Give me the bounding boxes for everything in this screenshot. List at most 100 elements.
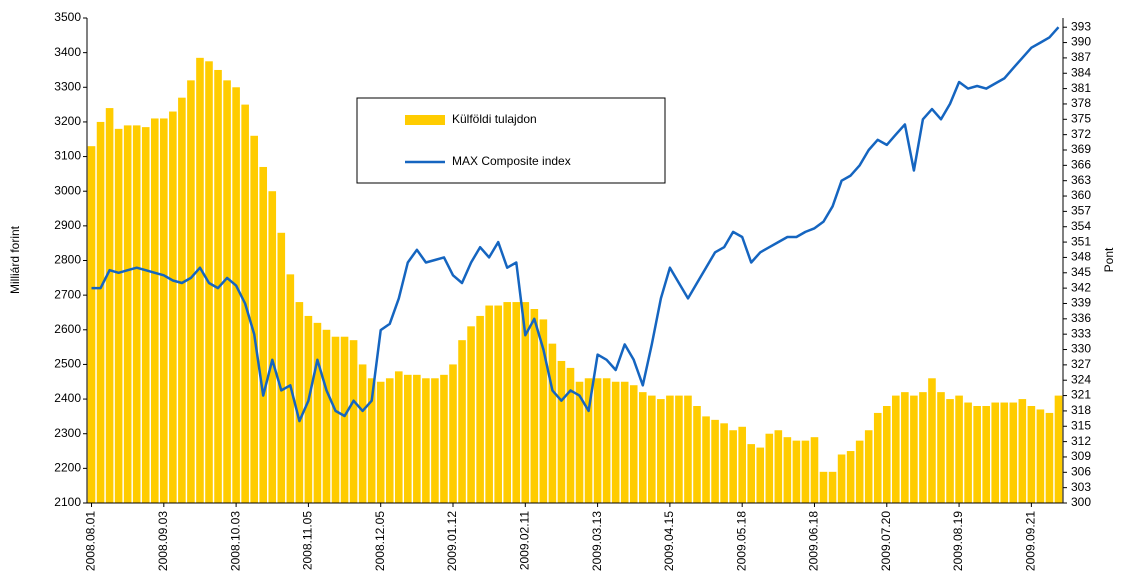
bar [160, 118, 168, 503]
bar [1009, 402, 1018, 503]
bar [901, 392, 909, 503]
x-tick-label: 2009.01.12 [445, 511, 459, 571]
y-tick-label: 3300 [54, 79, 81, 93]
bar [864, 430, 873, 503]
y2-tick-label: 309 [1071, 449, 1091, 463]
bar [910, 395, 918, 503]
bar [819, 471, 828, 503]
bar [828, 471, 837, 503]
bar [413, 374, 421, 503]
bar [946, 399, 954, 503]
y2-tick-label: 306 [1071, 464, 1091, 478]
x-tick-label: 2009.06.18 [807, 511, 821, 571]
bar [837, 454, 846, 503]
bar [675, 395, 683, 503]
bar [557, 360, 566, 503]
bar [431, 378, 439, 503]
bar [467, 326, 475, 503]
y2-tick-label: 393 [1071, 19, 1091, 33]
y2-tick-label: 318 [1071, 403, 1091, 417]
y2-tick-label: 363 [1071, 173, 1091, 187]
bar [1045, 412, 1054, 503]
y2-tick-label: 390 [1071, 35, 1091, 49]
bar [801, 440, 810, 503]
bar [620, 381, 629, 503]
bar [521, 302, 530, 503]
legend-swatch [405, 115, 445, 125]
x-tick-label: 2008.10.03 [228, 511, 242, 571]
bar [566, 367, 575, 503]
bar [114, 128, 123, 503]
x-tick-label: 2008.09.03 [156, 511, 170, 571]
bar [1018, 399, 1027, 503]
y2-tick-label: 333 [1071, 326, 1091, 340]
y2-tick-label: 345 [1071, 265, 1091, 279]
bar [711, 419, 719, 503]
x-tick-label: 2009.03.13 [590, 511, 604, 571]
bar [440, 374, 448, 503]
bar [973, 406, 981, 503]
y2-tick-label: 387 [1071, 50, 1091, 64]
bar [666, 395, 674, 503]
bar [250, 135, 258, 504]
bar [530, 309, 539, 503]
y2-tick-label: 303 [1071, 480, 1091, 494]
bar [882, 406, 891, 503]
y2-tick-label: 378 [1071, 96, 1091, 110]
bar [638, 392, 647, 503]
y-tick-label: 3200 [54, 114, 81, 128]
y-tick-label: 2500 [54, 357, 81, 371]
y2-tick-label: 375 [1071, 111, 1091, 125]
x-tick-label: 2008.11.05 [301, 511, 315, 570]
bar [602, 378, 611, 503]
x-tick-label: 2009.08.19 [951, 511, 965, 571]
bar [358, 364, 367, 503]
bar [476, 315, 484, 503]
y2-tick-label: 366 [1071, 158, 1091, 172]
bar [611, 381, 620, 503]
bar [376, 381, 385, 503]
bar [422, 378, 430, 503]
legend-label: Külföldi tulajdon [452, 112, 537, 126]
bar [295, 302, 304, 503]
bar [702, 416, 710, 503]
bar [313, 322, 322, 503]
bar [1000, 402, 1009, 503]
bar [367, 378, 376, 503]
bar [919, 392, 927, 503]
bar [855, 440, 864, 503]
y-tick-label: 3100 [54, 149, 81, 163]
bar [449, 364, 457, 503]
bar [937, 392, 945, 503]
bar [593, 378, 602, 503]
bar [385, 378, 394, 503]
y2-tick-label: 348 [1071, 250, 1091, 264]
y2-tick-label: 312 [1071, 434, 1091, 448]
y-tick-label: 2800 [54, 253, 81, 267]
bar [729, 430, 737, 503]
y2-tick-label: 300 [1071, 495, 1091, 509]
x-tick-label: 2008.12.05 [373, 511, 387, 571]
bar [810, 437, 819, 503]
x-tick-label: 2009.09.21 [1024, 511, 1038, 571]
bar [575, 381, 584, 503]
y2-tick-label: 381 [1071, 81, 1091, 95]
bar [123, 125, 132, 504]
bar [648, 395, 656, 503]
x-tick-label: 2009.07.20 [879, 511, 893, 571]
bar [503, 302, 512, 503]
y2-tick-label: 342 [1071, 280, 1091, 294]
bar [747, 444, 756, 503]
y2-tick-label: 354 [1071, 219, 1091, 233]
y2-tick-label: 336 [1071, 311, 1091, 325]
y-tick-label: 2700 [54, 287, 81, 301]
bar [1027, 406, 1036, 503]
bar [494, 305, 502, 503]
line [91, 26, 1060, 423]
legend-box [356, 97, 666, 184]
y2-tick-label: 330 [1071, 342, 1091, 356]
bar [132, 125, 141, 504]
bar [96, 121, 105, 503]
bar [1036, 409, 1045, 503]
